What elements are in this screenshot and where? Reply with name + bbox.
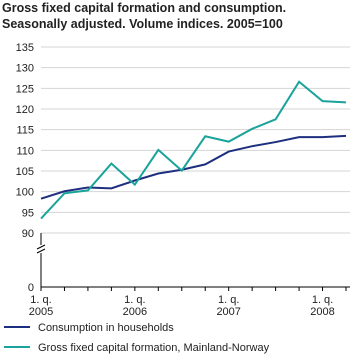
series-line	[40, 134, 347, 200]
x-tick-label: 1. q. 2006	[123, 294, 147, 318]
chart-title: Gross fixed capital formation and consum…	[2, 1, 286, 15]
y-tick-label: 125	[16, 83, 34, 95]
legend-label: Gross fixed capital formation, Mainland-…	[38, 342, 270, 354]
y-tick-label: 90	[22, 228, 34, 240]
y-tick-label: 110	[16, 145, 34, 157]
chart-subtitle: Seasonally adjusted. Volume indices. 200…	[2, 17, 283, 31]
x-tick-label: 1. q. 2007	[216, 294, 240, 318]
x-tick-label: 1. q. 2008	[310, 294, 334, 318]
y-tick-label: 115	[16, 125, 34, 137]
x-tick-label: 1. q. 2005	[29, 294, 53, 318]
y-tick-label: 105	[16, 166, 34, 178]
series-line	[40, 80, 347, 220]
y-tick-label: 100	[16, 187, 34, 199]
y-tick-label: 95	[22, 207, 34, 219]
legend-label: Consumption in households	[38, 322, 174, 334]
y-tick-label: 130	[16, 63, 34, 75]
axis-break	[36, 244, 46, 254]
y-tick-label: 120	[16, 104, 34, 116]
y-tick-label: 135	[16, 42, 34, 54]
y-tick-label: 0	[28, 282, 34, 294]
